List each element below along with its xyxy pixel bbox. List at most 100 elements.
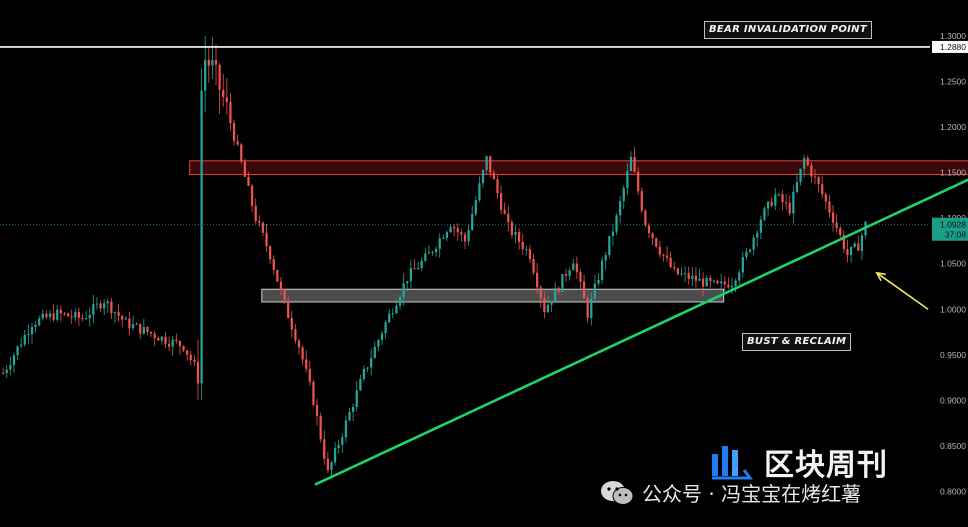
candle-body: [857, 243, 860, 251]
candle-body: [45, 313, 48, 318]
candle-body: [193, 360, 196, 362]
candle-body: [178, 341, 182, 347]
candle-body: [16, 346, 19, 356]
candle-body: [586, 298, 589, 318]
candle-body: [164, 336, 167, 344]
candle-body: [712, 280, 716, 282]
candle-body: [48, 313, 52, 318]
candle-body: [380, 333, 384, 341]
candle-body: [745, 251, 748, 258]
candle-body: [326, 458, 329, 471]
candle-body: [471, 214, 474, 230]
candle-body: [204, 59, 207, 91]
candle-body: [59, 309, 62, 314]
candle-body: [402, 283, 405, 298]
candle-body: [308, 368, 311, 382]
candle-body: [492, 172, 495, 180]
candle-body: [348, 411, 351, 421]
candle-body: [113, 312, 117, 314]
candle-body: [774, 194, 777, 206]
candle-body: [694, 275, 698, 281]
candle-body: [481, 170, 485, 184]
candle-body: [66, 313, 70, 317]
candle-body: [803, 158, 806, 169]
candle-body: [128, 318, 131, 329]
brand-name: 区块周刊: [764, 448, 888, 483]
candle-body: [673, 267, 676, 269]
candle-body: [377, 340, 380, 347]
candle-body: [824, 194, 827, 202]
candle-body: [362, 368, 366, 380]
candle-body: [496, 179, 499, 194]
candle-body: [839, 228, 842, 236]
candle-body: [297, 340, 301, 348]
candle-body: [435, 248, 438, 253]
candle-body: [640, 191, 643, 211]
candle-body: [532, 259, 535, 273]
candle-body: [88, 314, 91, 319]
candle-body: [478, 183, 481, 200]
support-trendline: [314, 178, 968, 486]
candle-body: [395, 305, 398, 314]
candle-body: [333, 448, 337, 463]
candle-body: [582, 281, 586, 299]
brand-logo-icon: [712, 446, 753, 480]
candle-body: [622, 187, 625, 202]
candle-body: [705, 277, 708, 287]
y-tick-label: 1.1500: [940, 168, 966, 178]
candle-body: [615, 215, 618, 232]
candle-body: [110, 301, 113, 314]
candle-body: [741, 257, 744, 273]
candle-body: [27, 334, 30, 336]
candle-body: [341, 437, 344, 445]
candle-body: [579, 272, 582, 282]
candle-body: [99, 303, 102, 309]
candle-body: [41, 313, 44, 319]
candle-body: [510, 222, 514, 235]
candle-body: [759, 219, 762, 233]
candle-body: [727, 284, 730, 288]
candle-body: [517, 231, 521, 242]
candle-body: [647, 225, 651, 234]
y-tick-label: 0.8500: [940, 441, 966, 451]
y-tick-label: 1.0000: [940, 304, 966, 314]
candle-body: [254, 205, 257, 222]
candle-body: [398, 297, 402, 306]
candle-body: [806, 158, 809, 166]
candle-body: [669, 257, 672, 268]
y-tick-label: 0.8000: [940, 486, 966, 496]
candle-body: [182, 346, 185, 351]
candle-body: [171, 339, 174, 347]
candle-body: [413, 268, 416, 270]
candle-body: [352, 407, 355, 412]
candle-body: [539, 287, 542, 299]
candle-body: [813, 176, 817, 178]
candle-body: [247, 176, 250, 186]
candle-body: [456, 228, 459, 233]
candle-body: [770, 201, 773, 206]
candle-body: [196, 361, 200, 384]
candle-body: [723, 281, 726, 285]
candle-body: [9, 365, 12, 370]
candle-body: [139, 323, 142, 334]
candle-body: [738, 272, 741, 281]
candle-body: [131, 324, 135, 329]
candle-body: [315, 404, 319, 417]
candle-body: [734, 280, 737, 286]
y-tick-label: 0.9500: [940, 350, 966, 360]
candle-body: [355, 390, 358, 408]
candle-body: [420, 260, 423, 269]
candle-body: [250, 185, 254, 206]
candle-body: [828, 201, 831, 213]
candle-body: [157, 338, 160, 341]
bust-reclaim-label: BUST & RECLAIM: [742, 333, 852, 351]
candle-body: [236, 141, 239, 145]
candle-body: [142, 326, 145, 334]
candle-body: [388, 313, 391, 323]
candle-body: [467, 229, 470, 242]
candle-body: [507, 213, 510, 223]
candle-body: [38, 318, 41, 326]
candle-body: [95, 303, 99, 305]
candle-body: [499, 193, 503, 210]
